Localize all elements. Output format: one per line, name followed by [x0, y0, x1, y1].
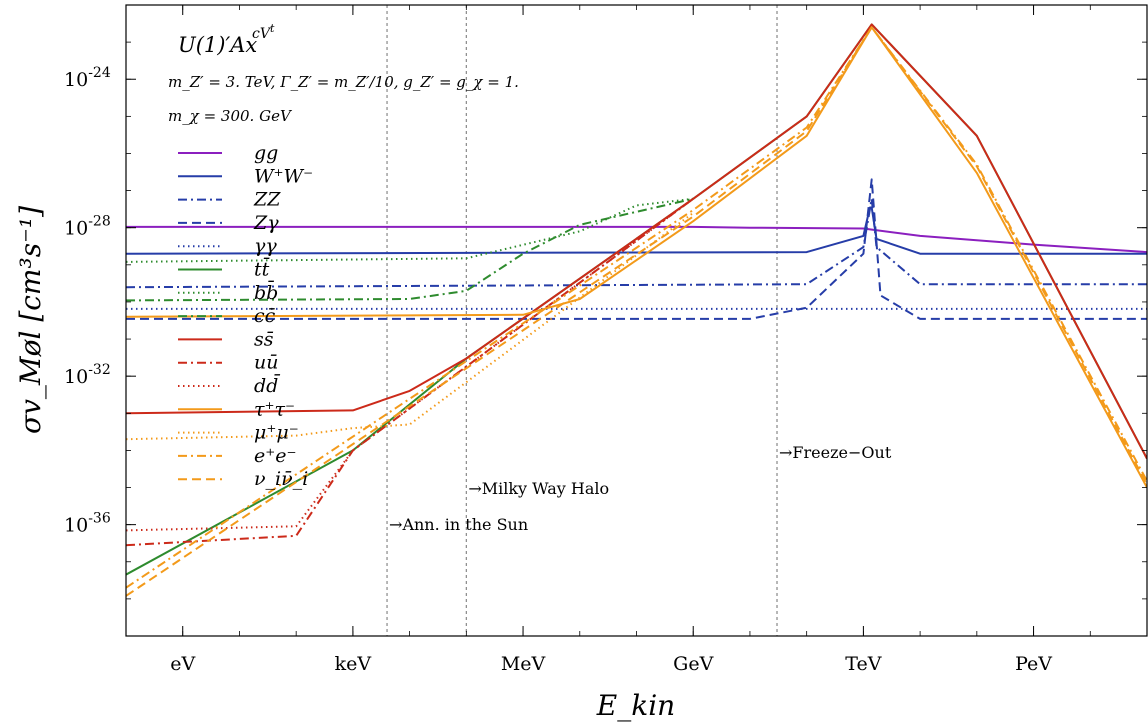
- series-line-7: [126, 197, 694, 302]
- series-line-2: [126, 197, 1147, 289]
- legend-label-1: W⁺W⁻: [254, 165, 313, 187]
- header-model-sup: cVt: [252, 22, 275, 42]
- y-axis-label: σv_Møl [cm³s⁻¹]: [14, 206, 47, 434]
- vline-label-2: →Freeze−Out: [779, 443, 892, 462]
- x-tick-label-0: eV: [170, 653, 195, 675]
- header-params-2: m_χ = 300. GeV: [168, 107, 293, 125]
- legend-label-10: dd̄: [254, 373, 280, 397]
- header-model: U(1)′Ax: [178, 33, 257, 57]
- y-tick-label-0: 10-24: [64, 65, 111, 91]
- legend-label-12: μ⁺μ⁻: [254, 422, 299, 444]
- y-tick-label-1: 10-28: [64, 214, 111, 240]
- legend-label-9: uū: [254, 352, 278, 374]
- legend-label-6: bb̄: [254, 280, 278, 304]
- legend-label-2: ZZ: [253, 189, 281, 211]
- legend-label-4: γγ: [254, 235, 277, 257]
- legend-label-13: e⁺e⁻: [254, 445, 297, 467]
- legend: ggW⁺W⁻ZZZγγγtt̄bb̄cc̄ss̄uūdd̄τ⁺τ⁻μ⁺μ⁻e⁺e…: [178, 142, 313, 490]
- legend-label-0: gg: [254, 142, 278, 164]
- series-line-8: [126, 23, 1147, 460]
- y-tick-label-3: 10-36: [64, 511, 111, 537]
- series-line-14: [126, 26, 1147, 597]
- chart-series: [126, 23, 1147, 597]
- x-tick-label-4: TeV: [845, 653, 881, 675]
- vline-label-1: →Milky Way Halo: [468, 479, 609, 498]
- header-params-1: m_Z′ = 3. TeV, Γ_Z′ = m_Z′/10, g_Z′ = g_…: [168, 73, 519, 91]
- axis-ticks: eV keV MeV GeV TeV PeV 10-24 10-28 10-32 10-36: [64, 4, 1148, 675]
- series-line-10: [126, 197, 694, 532]
- x-tick-label-5: PeV: [1015, 653, 1052, 675]
- legend-label-3: Zγ: [253, 212, 279, 234]
- legend-label-11: τ⁺τ⁻: [254, 398, 295, 420]
- series-line-3: [126, 178, 1147, 320]
- plot-frame: [125, 4, 1148, 637]
- model-header: U(1)′Ax cVt m_Z′ = 3. TeV, Γ_Z′ = m_Z′/1…: [168, 22, 519, 125]
- x-tick-label-2: MeV: [501, 653, 546, 675]
- y-tick-label-2: 10-32: [64, 362, 111, 388]
- vline-label-0: →Ann. in the Sun: [389, 515, 528, 534]
- x-tick-label-1: keV: [335, 653, 372, 675]
- series-line-11: [126, 26, 1147, 488]
- series-line-1: [126, 206, 1147, 255]
- vertical-marker-lines: →Ann. in the Sun →Milky Way Halo →Freeze−O…: [386, 5, 892, 636]
- legend-label-5: tt̄: [254, 256, 270, 280]
- legend-label-7: cc̄: [254, 305, 276, 327]
- legend-label-14: ν_iν̄_i: [254, 468, 308, 490]
- x-tick-label-3: GeV: [673, 653, 713, 675]
- x-axis-label: E_kin: [596, 689, 675, 722]
- legend-label-8: ss̄: [254, 328, 274, 350]
